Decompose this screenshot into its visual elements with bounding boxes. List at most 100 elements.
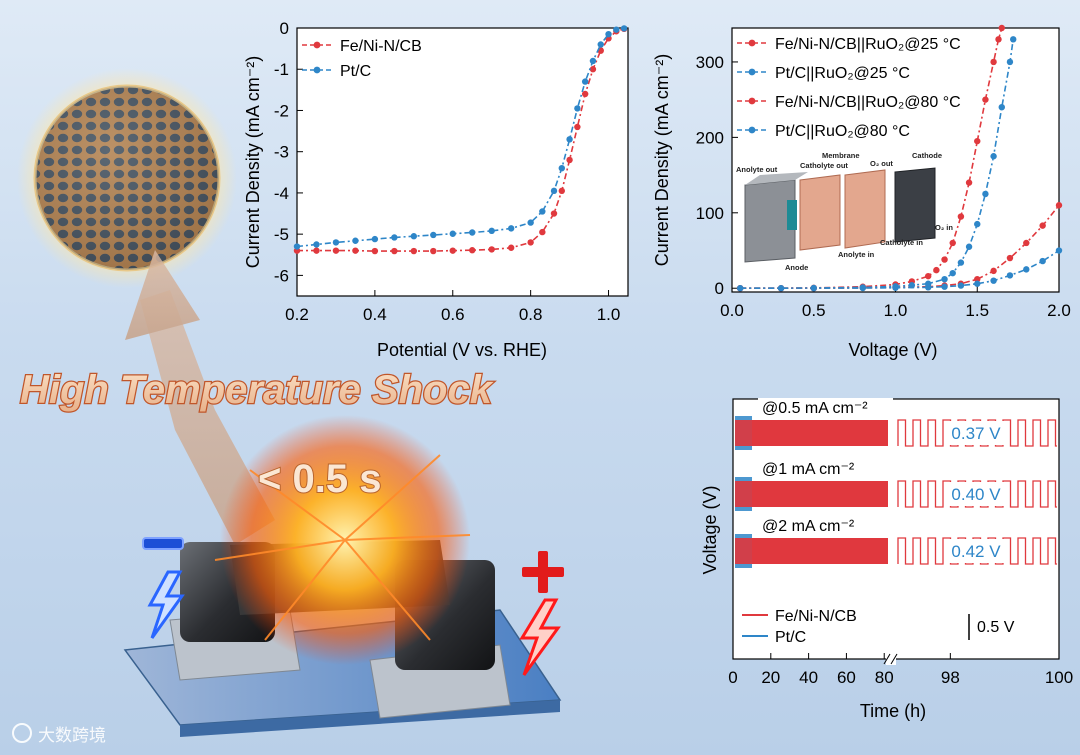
data-point xyxy=(925,272,932,280)
y-tick-label: -2 xyxy=(274,101,289,120)
inset-label: Anode xyxy=(785,263,808,272)
chart-polarization-ylabel: Current Density (mA cm⁻²) xyxy=(652,54,672,267)
data-point xyxy=(566,136,573,143)
x-tick-label: 0.4 xyxy=(363,305,387,324)
legend-marker xyxy=(748,68,756,76)
data-point xyxy=(449,247,456,254)
data-point xyxy=(1023,239,1030,247)
data-point xyxy=(990,153,997,160)
data-point xyxy=(410,233,418,240)
legend-label: Pt/C||RuO₂@25 °C xyxy=(775,65,910,82)
cycling-block-overlay xyxy=(735,538,888,564)
current-density-label: @0.5 mA cm⁻² xyxy=(762,400,868,417)
data-point xyxy=(558,187,565,195)
chart-stability: 0 20 40 60 80 98 100 0.37 V @0.5 mA cm⁻² 0.40 V @1… xyxy=(700,398,1073,721)
data-point xyxy=(1039,222,1046,229)
x-tick-label: 1.0 xyxy=(597,305,621,324)
data-point xyxy=(990,277,997,284)
data-point xyxy=(990,267,997,275)
y-tick-label: -6 xyxy=(274,266,289,285)
data-point xyxy=(949,269,956,277)
porous-sphere xyxy=(17,68,237,288)
data-point xyxy=(982,96,989,103)
data-point xyxy=(933,266,940,274)
data-point xyxy=(1010,36,1017,43)
y-tick-label: -4 xyxy=(274,184,289,203)
axis-break xyxy=(886,653,896,665)
data-point xyxy=(1006,254,1014,262)
inset-label: O₂ out xyxy=(870,159,893,168)
lightning-red-icon xyxy=(519,598,561,676)
data-point xyxy=(293,243,301,250)
axis-break-mark xyxy=(883,653,891,665)
watermark: 大数跨境 xyxy=(12,723,106,745)
x-tick-label: 60 xyxy=(837,668,856,687)
data-point xyxy=(1055,202,1063,209)
legend-label: Pt/C xyxy=(775,629,806,646)
legend-label: Fe/Ni-N/CB||RuO₂@80 °C xyxy=(775,94,961,111)
x-tick-label: 98 xyxy=(941,668,960,687)
y-tick-label: 100 xyxy=(696,204,724,223)
x-tick-label: 100 xyxy=(1045,668,1073,687)
legend-label: Fe/Ni-N/CB xyxy=(340,38,422,55)
data-point xyxy=(488,246,495,253)
gap-label: 0.42 V xyxy=(951,542,1001,561)
chart-lsv-xlabel: Potential (V vs. RHE) xyxy=(377,340,547,360)
x-tick-label: 0.2 xyxy=(285,305,309,324)
watermark-text: 大数跨境 xyxy=(38,726,106,745)
series-line xyxy=(297,28,625,252)
current-density-label: @2 mA cm⁻² xyxy=(762,518,855,535)
legend-marker xyxy=(748,126,756,134)
legend-marker xyxy=(313,66,321,74)
data-point xyxy=(313,247,320,254)
heating-device xyxy=(123,415,562,737)
data-point xyxy=(488,227,495,235)
x-tick-label: 0.8 xyxy=(519,305,543,324)
chart-lsv-frame xyxy=(296,27,629,297)
chart-stability-xlabel: Time (h) xyxy=(860,701,926,721)
chart-polarization: 0.0 0.5 1.0 1.5 2.0 0 100 200 300 Fe/Ni-N/CB||Ru… xyxy=(652,24,1071,360)
data-point xyxy=(332,247,340,254)
data-point xyxy=(371,235,379,243)
data-point xyxy=(892,283,899,290)
legend-marker xyxy=(313,41,321,49)
gap-label-bg xyxy=(944,482,1008,506)
data-point xyxy=(998,24,1005,32)
data-point xyxy=(620,25,628,32)
data-point xyxy=(469,229,476,236)
data-point xyxy=(1039,257,1046,265)
current-label-bg xyxy=(758,516,893,535)
data-point xyxy=(527,239,534,246)
data-point xyxy=(581,90,589,98)
legend-label: Pt/C||RuO₂@80 °C xyxy=(775,123,910,140)
y-tick-label: 0 xyxy=(715,279,724,298)
y-tick-label: 200 xyxy=(696,128,724,147)
data-point xyxy=(550,187,558,195)
data-point xyxy=(990,58,997,66)
data-point xyxy=(957,259,965,266)
gap-label: 0.37 V xyxy=(951,424,1001,443)
x-tick-label: 1.5 xyxy=(965,301,989,320)
data-point xyxy=(941,256,948,263)
inset-label: Catholyte out xyxy=(800,161,848,170)
data-point xyxy=(605,30,612,38)
headline: High Temperature Shock xyxy=(20,368,494,412)
gap-label: 0.40 V xyxy=(951,485,1001,504)
data-point xyxy=(995,36,1002,43)
data-point xyxy=(410,247,418,255)
data-point xyxy=(736,285,744,292)
data-point xyxy=(566,156,573,164)
lightning-blue-icon xyxy=(147,570,185,639)
data-point xyxy=(352,247,359,254)
current-density-label: @1 mA cm⁻² xyxy=(762,461,855,478)
inset-label: Membrane xyxy=(822,151,860,160)
x-tick-label: 2.0 xyxy=(1047,301,1071,320)
chart-polarization-xlabel: Voltage (V) xyxy=(848,340,937,360)
inset-label: Anolyte in xyxy=(838,250,875,259)
data-point xyxy=(539,228,546,236)
series-line xyxy=(296,27,625,248)
x-tick-label: 0 xyxy=(728,668,737,687)
gap-label-bg xyxy=(944,421,1008,445)
current-label-bg xyxy=(758,398,893,417)
